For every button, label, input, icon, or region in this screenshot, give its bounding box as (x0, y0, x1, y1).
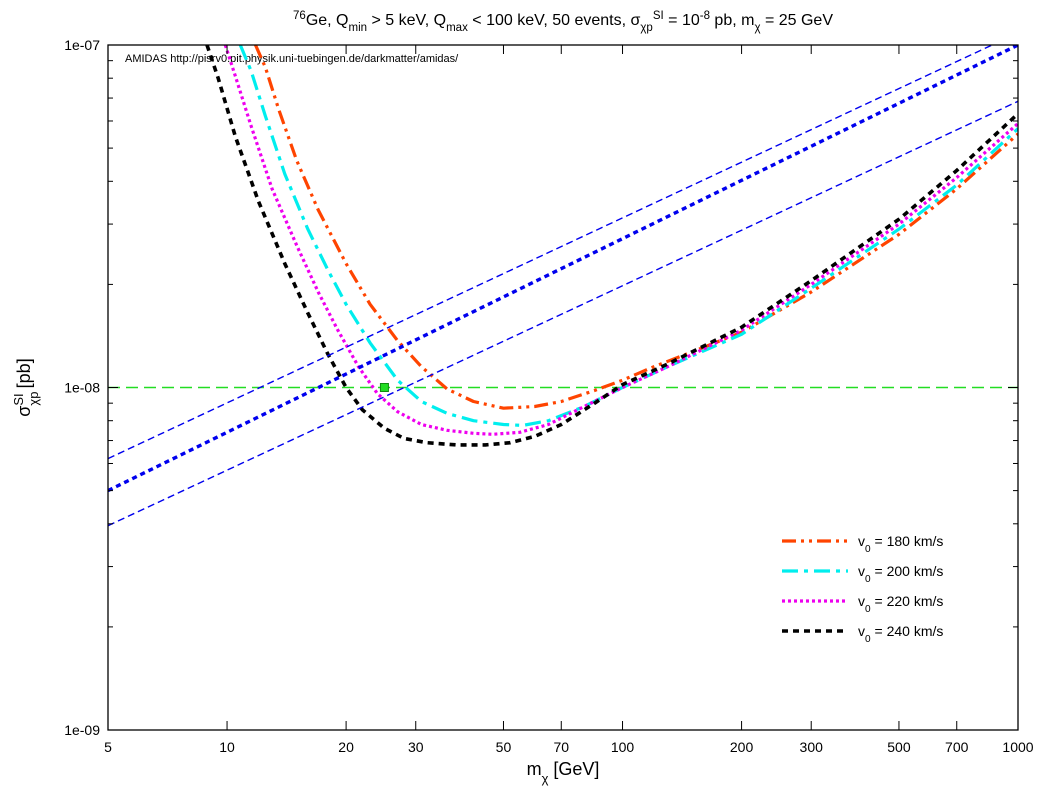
legend-label-2: v0 = 220 km/s (858, 593, 943, 615)
tick-layer: 5 10 20 30 50 70 100 200 300 500 700 1000 1e-09 1e-08… (64, 37, 1034, 755)
series-line-2 (223, 45, 1018, 436)
chart-title-layer: 76Ge, Qmin > 5 keV, Qmax < 100 keV, 50 e… (293, 10, 833, 34)
series-line-5 (108, 45, 993, 460)
legend: v0 = 180 km/s v0 = 200 km/s v0 = 220 km/s v… (782, 533, 943, 645)
x-tick-label-11: 1000 (1002, 739, 1033, 755)
x-tick-label-8: 300 (800, 739, 824, 755)
series-layer (108, 45, 1018, 527)
axis-label-layer: mχ [GeV] σχpSI [pb] (11, 358, 600, 785)
x-axis-label: mχ [GeV] (527, 759, 600, 786)
x-tick-label-10: 700 (945, 739, 969, 755)
annotation-layer: AMIDAS http://pisrv0.pit.physik.uni-tueb… (125, 53, 459, 65)
x-tick-label-1: 10 (219, 739, 235, 755)
x-tick-label-7: 200 (730, 739, 754, 755)
legend-label-3: v0 = 240 km/s (858, 623, 943, 645)
x-tick-label-6: 100 (611, 739, 635, 755)
x-tick-label-9: 500 (887, 739, 911, 755)
y-tick-label-1: 1e-08 (64, 380, 100, 396)
reference-point-layer (379, 383, 389, 392)
chart-title: 76Ge, Qmin > 5 keV, Qmax < 100 keV, 50 e… (293, 10, 833, 34)
y-tick-label-0: 1e-09 (64, 722, 100, 738)
y-axis-label: σχpSI [pb] (11, 358, 41, 416)
series-line-3 (205, 45, 1018, 447)
x-tick-label-4: 50 (496, 739, 512, 755)
series-line-1 (238, 45, 1018, 427)
amidas-annotation: AMIDAS http://pisrv0.pit.physik.uni-tueb… (125, 53, 459, 65)
x-tick-label-3: 30 (408, 739, 424, 755)
reference-point-marker (379, 383, 389, 392)
x-tick-label-0: 5 (104, 739, 112, 755)
x-tick-label-5: 70 (553, 739, 569, 755)
x-tick-label-2: 20 (338, 739, 354, 755)
legend-label-0: v0 = 180 km/s (858, 533, 943, 555)
series-line-6 (108, 100, 1018, 527)
legend-label-1: v0 = 200 km/s (858, 563, 943, 585)
series-line-4 (108, 45, 1018, 493)
y-tick-label-2: 1e-07 (64, 37, 100, 53)
